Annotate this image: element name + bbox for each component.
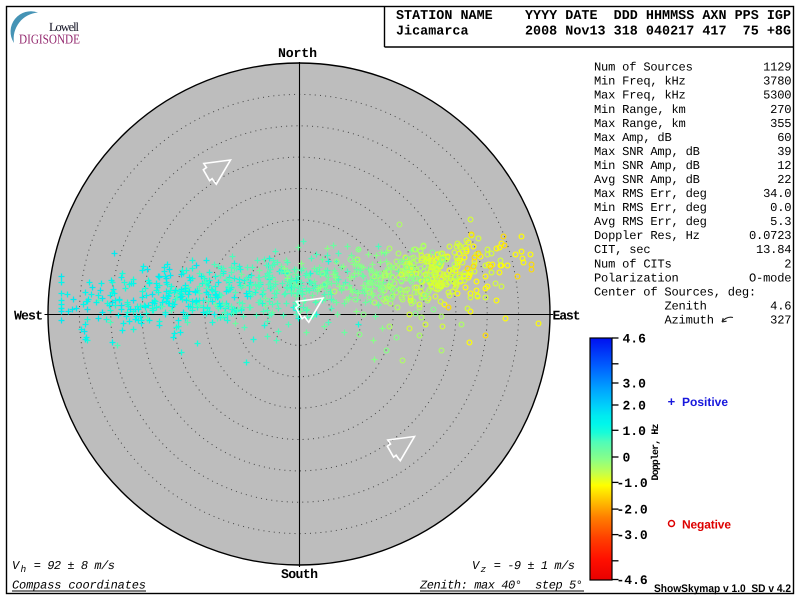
svg-text:Min RMS Err, deg 0.0: Min RMS Err, deg 0.0 <box>594 201 792 215</box>
svg-text:Center of Sources, deg:: Center of Sources, deg: <box>594 285 756 299</box>
svg-text:Max Range, km 355: Max Range, km 355 <box>594 117 792 131</box>
svg-text:-2.0: -2.0 <box>617 503 648 518</box>
svg-text:V: V <box>12 559 21 573</box>
svg-text:1.0: 1.0 <box>623 424 647 439</box>
svg-text:Polarization O-mode: Polarization O-mode <box>594 271 792 285</box>
svg-text:Lowell: Lowell <box>49 20 80 34</box>
svg-text:0: 0 <box>623 451 631 466</box>
svg-text:South: South <box>281 567 318 582</box>
svg-text:CIT, sec 13.84: CIT, sec 13.84 <box>594 243 792 257</box>
svg-text:West: West <box>14 309 43 324</box>
svg-text:Max SNR Amp, dB 39: Max SNR Amp, dB 39 <box>594 145 792 159</box>
svg-text:Avg SNR Amp, dB 22: Avg SNR Amp, dB 22 <box>594 173 792 187</box>
svg-text:East: East <box>553 309 581 324</box>
svg-text:Avg RMS Err, deg 5.3: Avg RMS Err, deg 5.3 <box>594 215 792 229</box>
svg-text:Jicamarca 2008 Nov13 318: Jicamarca 2008 Nov13 318 040217 417 75 +… <box>396 25 791 40</box>
svg-text:Zenith 4.6: Zenith 4.6 <box>594 300 792 314</box>
svg-text:Min SNR Amp, dB 12: Min SNR Amp, dB 12 <box>594 159 792 173</box>
svg-text:2.0: 2.0 <box>623 399 647 414</box>
svg-text:ShowSkymap v 1.0 SD v 4.2: ShowSkymap v 1.0 SD v 4.2 <box>654 583 791 595</box>
svg-text:Max Amp, dB 60: Max Amp, dB 60 <box>594 131 792 145</box>
svg-text:= -9 ± 1 m/s: = -9 ± 1 m/s <box>487 559 575 573</box>
svg-text:-4.6: -4.6 <box>617 573 648 588</box>
svg-text:North: North <box>278 46 317 61</box>
svg-text:Doppler, Hz: Doppler, Hz <box>650 424 662 481</box>
svg-text:V: V <box>472 559 481 573</box>
svg-text:Num of CITs 2: Num of CITs 2 <box>594 257 792 271</box>
svg-text:Azimuth 327: Azimuth 327 <box>594 314 792 328</box>
svg-text:Min Freq, kHz 3780: Min Freq, kHz 3780 <box>594 75 792 89</box>
svg-text:= 92 ± 8 m/s: = 92 ± 8 m/s <box>27 559 115 573</box>
svg-text:Zenith: max 40° step 5°: Zenith: max 40° step 5° <box>419 579 583 593</box>
svg-text:DIGISONDE: DIGISONDE <box>19 32 80 47</box>
svg-text:-1.0: -1.0 <box>617 476 648 491</box>
svg-text:h: h <box>21 564 27 575</box>
svg-text:Max RMS Err, deg 34.0: Max RMS Err, deg 34.0 <box>594 187 792 201</box>
svg-text:Min Range, km 270: Min Range, km 270 <box>594 103 792 117</box>
svg-text:4.6: 4.6 <box>623 332 647 347</box>
svg-text:Num of Sources 1129: Num of Sources 1129 <box>594 61 792 75</box>
svg-text:+: + <box>668 395 676 410</box>
svg-text:STATION NAME YYYY DATE DDD: STATION NAME YYYY DATE DDD HHMMSS AXN PP… <box>396 9 791 24</box>
svg-text:-3.0: -3.0 <box>617 528 648 543</box>
svg-text:z: z <box>481 564 487 575</box>
svg-text:Positive: Positive <box>682 395 728 409</box>
svg-text:3.0: 3.0 <box>623 377 647 392</box>
svg-text:Doppler Res, Hz 0.0723: Doppler Res, Hz 0.0723 <box>594 229 792 243</box>
svg-text:Max Freq, kHz 5300: Max Freq, kHz 5300 <box>594 89 792 103</box>
svg-text:Negative: Negative <box>682 518 731 532</box>
svg-text:Compass coordinates: Compass coordinates <box>12 579 146 593</box>
